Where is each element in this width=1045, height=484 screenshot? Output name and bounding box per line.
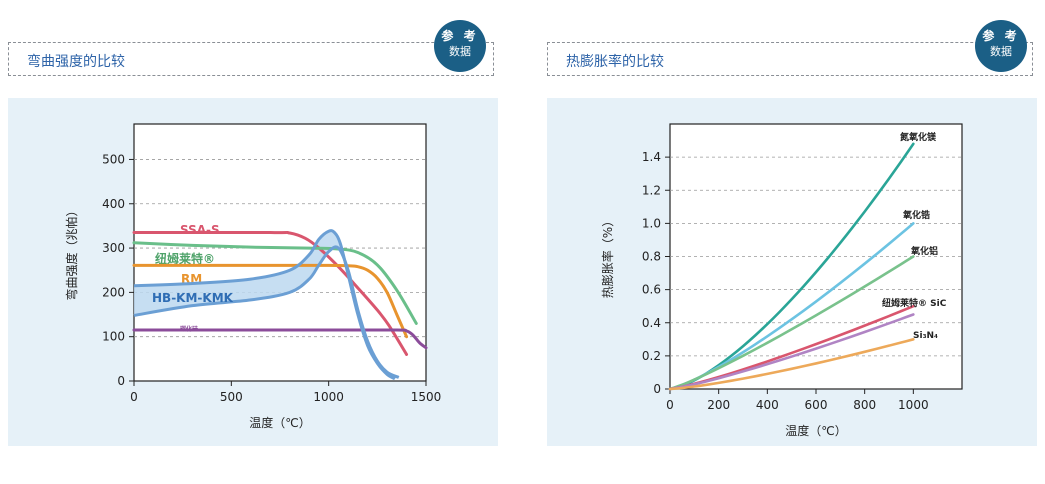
flexural-x-tick-label: 1000 <box>313 390 344 404</box>
expansion-series-label-0: 氮氧化镁 <box>900 131 937 143</box>
flexural-y-tick-label: 0 <box>117 374 125 388</box>
flexural-series-label-1: 纽姆莱特® <box>155 251 215 266</box>
left-panel-title: 弯曲强度的比较 <box>27 54 125 70</box>
expansion-y-tick-label: 1.2 <box>642 183 661 197</box>
flexural-y-tick-label: 200 <box>102 285 125 299</box>
flexural-x-tick-label: 0 <box>130 390 138 404</box>
expansion-series-label-1: 氧化锆 <box>902 209 930 221</box>
expansion-y-tick-label: 0.4 <box>642 316 661 330</box>
flexural-y-axis-label: 弯曲强度（兆帕） <box>64 204 79 300</box>
expansion-x-tick-label: 600 <box>805 398 828 412</box>
expansion-series-line-2 <box>668 255 915 391</box>
expansion-x-axis-label: 温度（℃） <box>785 423 846 438</box>
expansion-y-tick-label: 0.2 <box>642 349 661 363</box>
right-badge-line1: 参 考 <box>982 29 1020 43</box>
flexural-x-axis-label: 温度（℃） <box>249 415 310 430</box>
flexural-series-line-3 <box>132 328 428 350</box>
right-badge-line2: 数据 <box>990 45 1012 58</box>
expansion-y-tick-label: 1.0 <box>642 216 661 230</box>
flexural-x-tick-label: 1500 <box>411 390 442 404</box>
expansion-y-tick-label: 0.6 <box>642 283 661 297</box>
flexural-y-tick-label: 400 <box>102 197 125 211</box>
expansion-x-tick-label: 200 <box>707 398 730 412</box>
expansion-y-tick-label: 0 <box>653 382 661 396</box>
right-panel-title: 热膨胀率的比较 <box>566 54 664 70</box>
flexural-series-line-2 <box>132 263 409 339</box>
expansion-x-tick-label: 0 <box>666 398 674 412</box>
expansion-series-label-5: Si₃N₄ <box>913 331 938 341</box>
expansion-series-label-2: 氧化铝 <box>910 245 938 257</box>
expansion-x-tick-label: 1000 <box>898 398 929 412</box>
flexural-y-tick-label: 500 <box>102 152 125 166</box>
expansion-x-tick-label: 400 <box>756 398 779 412</box>
left-badge-line1: 参 考 <box>441 29 479 43</box>
flexural-series-label-0: SSA-S <box>180 223 220 237</box>
left-badge-line2: 数据 <box>449 45 471 58</box>
expansion-series-line-5 <box>668 338 915 391</box>
left-panel-header: 弯曲强度的比较 <box>8 42 494 76</box>
expansion-series-line-4 <box>668 313 915 391</box>
flexural-y-tick-label: 100 <box>102 330 125 344</box>
flexural-plot-frame <box>133 123 427 382</box>
flexural-x-tick-label: 500 <box>220 390 243 404</box>
expansion-series-label-3: 纽姆莱特® SiC <box>882 297 947 309</box>
flexural-series-line-0 <box>132 230 409 356</box>
flexural-series-label-3: 碳化硅 <box>180 325 198 333</box>
expansion-y-axis-label: 热膨胀率（%） <box>600 215 615 298</box>
right-panel-header: 热膨胀率的比较 <box>547 42 1033 76</box>
flexural-y-tick-label: 300 <box>102 241 125 255</box>
left-reference-badge: 参 考 数据 <box>434 20 486 72</box>
right-reference-badge: 参 考 数据 <box>975 20 1027 72</box>
hb-km-kmk-band-lower <box>133 245 400 379</box>
hb-km-kmk-band-fill <box>134 230 399 379</box>
expansion-x-tick-label: 800 <box>853 398 876 412</box>
expansion-y-tick-label: 0.8 <box>642 250 661 264</box>
expansion-y-tick-label: 1.4 <box>642 150 661 164</box>
hb-km-kmk-label: HB-KM-KMK <box>152 291 234 305</box>
